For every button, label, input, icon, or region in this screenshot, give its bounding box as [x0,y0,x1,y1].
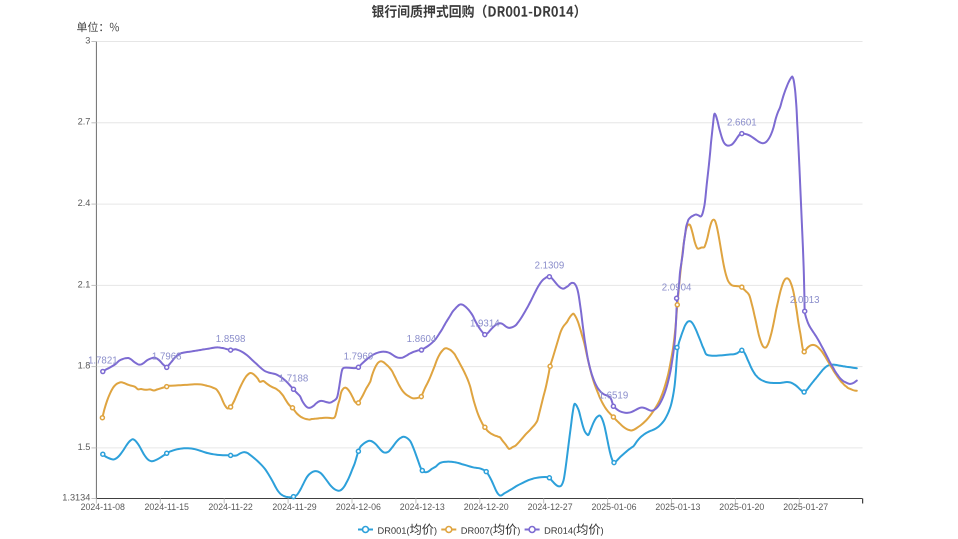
svg-text:2025-01-06: 2025-01-06 [592,502,637,512]
svg-text:2024-11-15: 2024-11-15 [145,502,189,512]
svg-text:2024-11-08: 2024-11-08 [81,502,125,512]
svg-text:1.8598: 1.8598 [216,334,246,345]
svg-text:2025-01-13: 2025-01-13 [655,502,700,512]
svg-text:2.4: 2.4 [78,198,91,208]
svg-text:2024-12-27: 2024-12-27 [528,502,573,512]
svg-text:1.9314: 1.9314 [470,319,500,330]
svg-text:2024-12-06: 2024-12-06 [336,502,381,512]
svg-text:2.0013: 2.0013 [790,295,820,306]
svg-text:2024-12-20: 2024-12-20 [464,502,509,512]
svg-text:2025-01-20: 2025-01-20 [719,502,764,512]
svg-text:1.7821: 1.7821 [88,356,118,367]
svg-text:1.5: 1.5 [78,442,91,452]
svg-text:2.1309: 2.1309 [535,261,565,272]
svg-text:3: 3 [85,35,90,45]
svg-text:1.7188: 1.7188 [279,373,309,384]
svg-text:2.6601: 2.6601 [727,118,757,129]
svg-text:2024-11-29: 2024-11-29 [272,502,316,512]
svg-text:1.8: 1.8 [78,361,91,371]
svg-text:2.7: 2.7 [78,117,91,127]
svg-text:1.8604: 1.8604 [407,334,437,345]
svg-text:2024-11-22: 2024-11-22 [208,502,252,512]
svg-text:1.7969: 1.7969 [344,351,374,362]
svg-text:2024-12-13: 2024-12-13 [400,502,445,512]
svg-text:1.7968: 1.7968 [152,351,182,362]
svg-text:1.6519: 1.6519 [599,390,629,401]
svg-text:2025-01-27: 2025-01-27 [783,502,828,512]
svg-text:2.0904: 2.0904 [662,282,692,293]
svg-text:1.3134: 1.3134 [62,492,90,502]
svg-text:2.1: 2.1 [78,279,91,289]
